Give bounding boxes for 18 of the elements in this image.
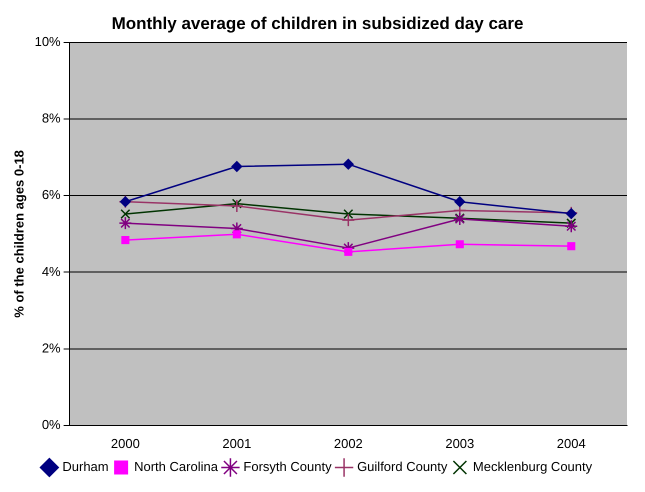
y-tick-label: 2% [42,340,62,356]
x-tick-label: 2003 [445,436,474,451]
y-axis-title: % of the children ages 0-18 [11,150,26,318]
x-tick-label: 2000 [110,436,140,451]
y-tick-label: 8% [42,110,62,126]
legend-label: Forsyth County [243,459,332,474]
chart-title: Monthly average of children in subsidized day care [112,14,524,33]
y-tick-label: 10% [34,34,62,49]
legend-label: Mecklenburg County [472,459,593,474]
y-tick-label: 4% [42,264,62,279]
legend-label: Durham [62,459,109,474]
legend-label: North Carolina [134,459,219,474]
x-tick-label: 2004 [556,436,586,451]
y-tick-label: 0% [42,416,62,432]
x-tick-label: 2002 [334,436,363,451]
x-tick-label: 2001 [222,436,252,451]
y-tick-label: 6% [42,187,62,202]
legend-label: Guilford County [357,459,448,474]
